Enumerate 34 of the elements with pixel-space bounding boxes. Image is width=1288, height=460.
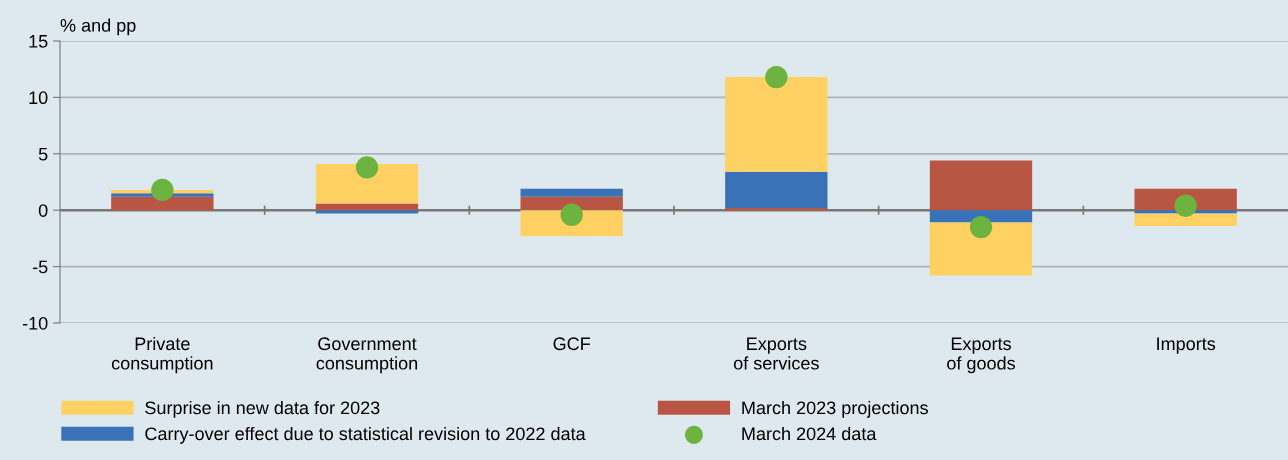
legend-label: Carry-over effect due to statistical revision to 2022 data [145, 426, 586, 444]
bar [929, 222, 1033, 276]
legend-label: March 2023 projections [742, 400, 928, 418]
point [1174, 194, 1197, 217]
y-tick-label: 5 [38, 147, 48, 161]
x-tick-label: GCF [553, 337, 590, 351]
legend-label: Surprise in new data for 2023 [145, 400, 380, 418]
x-tick-label: Private consumption [111, 336, 213, 374]
y-axis-title: % and pp [60, 18, 136, 36]
y-tick-label: -10 [22, 316, 48, 330]
point [969, 215, 993, 239]
bar [1134, 213, 1237, 226]
point [355, 156, 379, 179]
y-tick-label: 10 [29, 91, 48, 105]
bar [520, 188, 623, 197]
legend-label: March 2024 data [742, 426, 877, 441]
x-tick-label: Government consumption [316, 337, 418, 374]
bar [315, 163, 419, 204]
bar [111, 196, 214, 211]
bar [929, 210, 1033, 223]
bar [725, 171, 828, 208]
y-tick-label: 15 [29, 35, 48, 48]
point [151, 178, 174, 202]
bar [725, 77, 828, 172]
y-tick-label: 0 [38, 204, 48, 217]
bar [315, 203, 419, 211]
point [560, 203, 583, 226]
x-tick-label: Imports [1157, 337, 1216, 354]
point [765, 65, 788, 89]
bar [929, 160, 1033, 211]
bar [315, 210, 419, 214]
x-tick-label: Exports of services [733, 337, 819, 370]
y-tick-label: -5 [32, 260, 48, 274]
x-tick-label: Exports of goods [947, 337, 1015, 374]
